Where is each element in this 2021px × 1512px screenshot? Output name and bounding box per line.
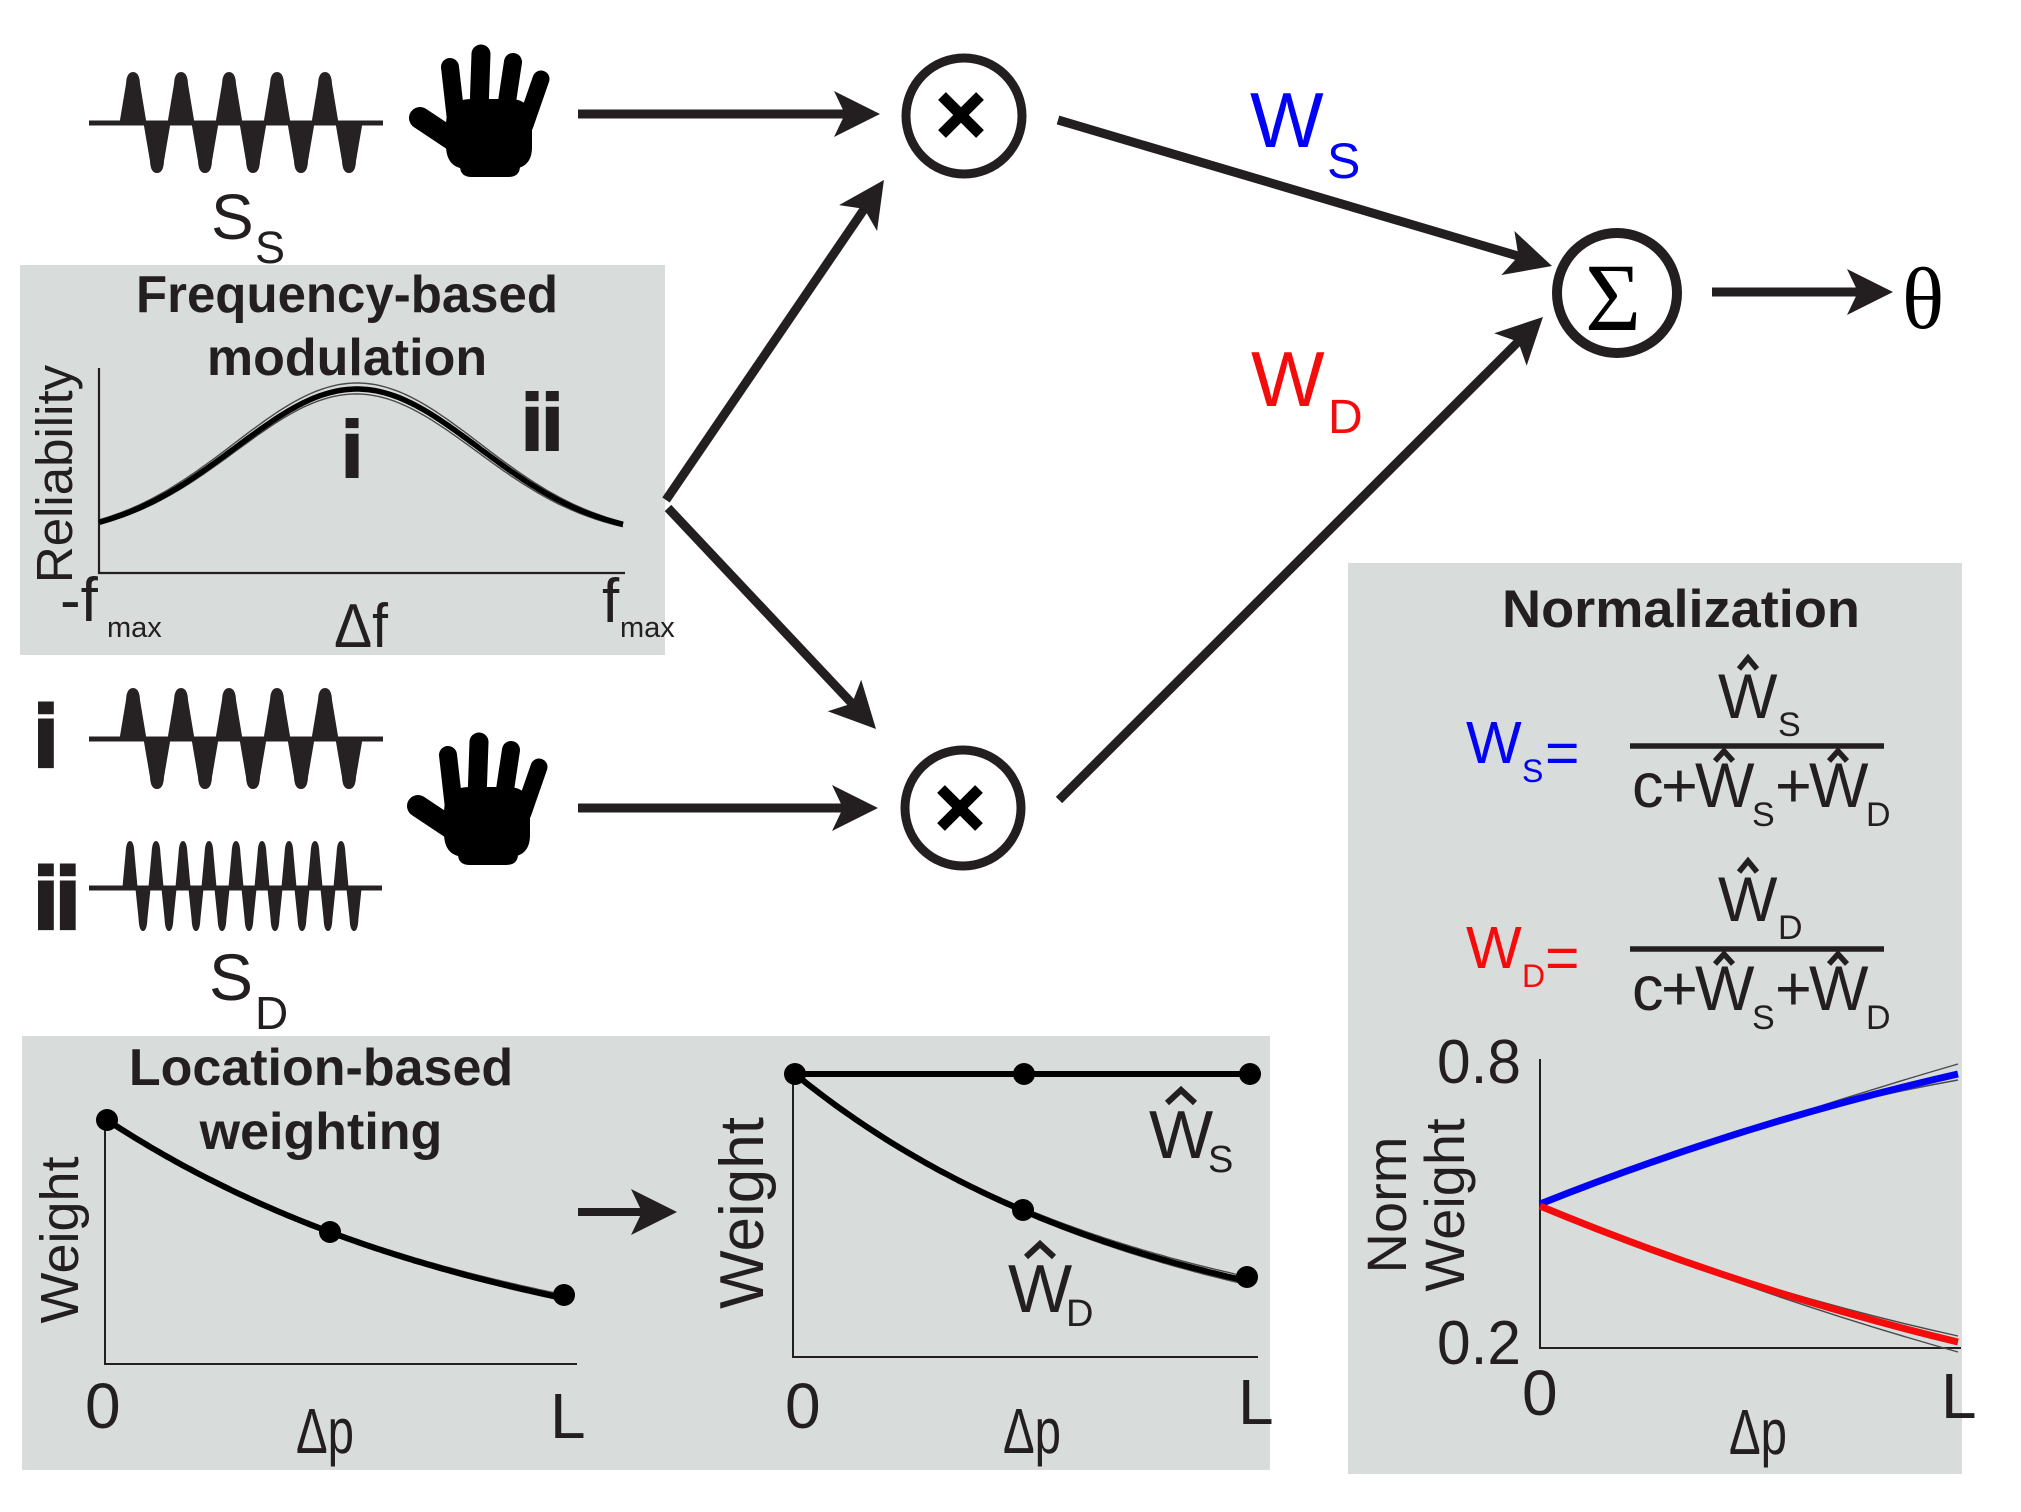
svg-text:Σ: Σ <box>1585 244 1641 351</box>
svg-text:+: + <box>1775 954 1812 1024</box>
svg-text:Weight: Weight <box>708 1117 777 1309</box>
svg-text:L: L <box>1238 1366 1274 1438</box>
svg-text:0.2: 0.2 <box>1437 1309 1521 1378</box>
svg-text:Normalization: Normalization <box>1502 580 1860 639</box>
svg-text:max: max <box>620 612 675 644</box>
svg-text:W: W <box>1008 1251 1072 1327</box>
svg-text:max: max <box>107 612 162 644</box>
svg-text:W: W <box>1466 710 1522 776</box>
svg-text:S: S <box>211 181 254 253</box>
svg-text:S: S <box>1327 133 1360 189</box>
svg-text:S: S <box>255 222 285 273</box>
svg-text:W: W <box>1250 76 1324 164</box>
svg-text:W: W <box>1149 1097 1213 1173</box>
svg-text:S: S <box>1752 999 1775 1037</box>
svg-text:W: W <box>1695 954 1755 1024</box>
svg-text:0: 0 <box>85 1370 121 1442</box>
svg-text:Location-based: Location-based <box>129 1039 513 1097</box>
svg-text:+: + <box>1661 751 1698 821</box>
svg-text:+: + <box>1775 751 1812 821</box>
svg-text:W: W <box>1718 865 1778 935</box>
svg-text:=: = <box>1545 925 1579 991</box>
svg-text:c: c <box>1632 954 1664 1024</box>
svg-text:0: 0 <box>785 1370 821 1442</box>
svg-text:0: 0 <box>1522 1357 1558 1429</box>
svg-text:S: S <box>1778 706 1801 744</box>
svg-text:0.8: 0.8 <box>1437 1028 1521 1097</box>
svg-text:D: D <box>255 987 288 1039</box>
svg-text:θ: θ <box>1902 251 1944 348</box>
svg-text:S: S <box>1522 753 1543 789</box>
svg-text:S: S <box>209 940 253 1014</box>
svg-text:f: f <box>602 567 620 636</box>
svg-text:Δp: Δp <box>296 1395 354 1467</box>
svg-text:Norm: Norm <box>1355 1137 1418 1274</box>
svg-text:modulation: modulation <box>207 329 487 387</box>
svg-text:W: W <box>1695 751 1755 821</box>
svg-text:W: W <box>1466 915 1522 981</box>
svg-text:L: L <box>1941 1360 1977 1432</box>
svg-text:Weight: Weight <box>30 1156 90 1323</box>
svg-text:L: L <box>550 1380 586 1452</box>
svg-text:Frequency-based: Frequency-based <box>136 266 558 324</box>
svg-text:+: + <box>1661 954 1698 1024</box>
svg-text:Reliability: Reliability <box>26 364 83 583</box>
svg-text:D: D <box>1778 909 1803 947</box>
svg-text:W: W <box>1809 751 1869 821</box>
svg-text:ii: ii <box>34 851 78 947</box>
svg-text:D: D <box>1328 391 1363 444</box>
svg-text:W: W <box>1809 954 1869 1024</box>
svg-text:D: D <box>1866 796 1891 834</box>
svg-text:c: c <box>1632 751 1664 821</box>
svg-text:i: i <box>341 405 363 494</box>
svg-text:-f: -f <box>60 566 99 635</box>
svg-text:S: S <box>1752 796 1775 834</box>
svg-text:W: W <box>1251 335 1325 423</box>
svg-text:Δp: Δp <box>1729 1396 1787 1468</box>
svg-text:ii: ii <box>521 378 561 467</box>
svg-text:weighting: weighting <box>199 1103 443 1161</box>
svg-text:Δp: Δp <box>1003 1395 1061 1467</box>
svg-text:Weight: Weight <box>1413 1118 1476 1292</box>
svg-text:Δf: Δf <box>334 592 389 661</box>
svg-text:D: D <box>1866 999 1891 1037</box>
svg-text:W: W <box>1718 662 1778 732</box>
svg-text:=: = <box>1545 720 1579 786</box>
svg-text:S: S <box>1208 1139 1233 1181</box>
svg-text:i: i <box>34 689 58 785</box>
svg-text:D: D <box>1066 1293 1093 1335</box>
svg-text:D: D <box>1522 958 1545 994</box>
